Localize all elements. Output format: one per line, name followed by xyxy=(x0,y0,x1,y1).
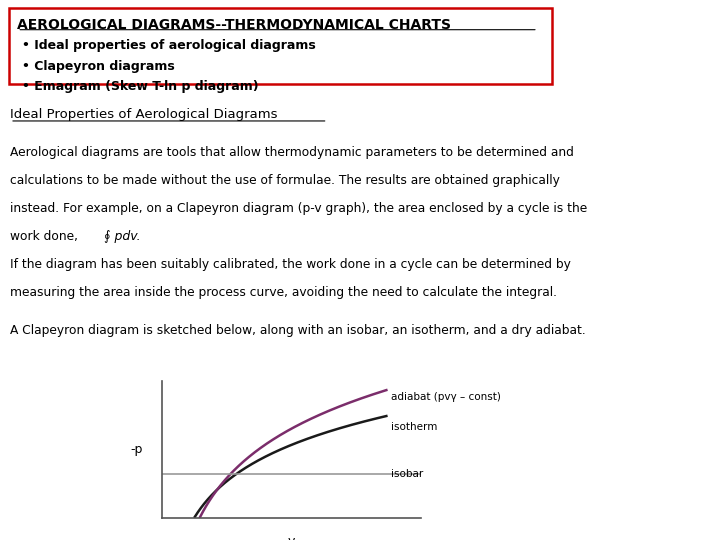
Text: • Ideal properties of aerological diagrams: • Ideal properties of aerological diagra… xyxy=(22,39,315,52)
Text: Ideal Properties of Aerological Diagrams: Ideal Properties of Aerological Diagrams xyxy=(10,108,278,121)
Text: -p: -p xyxy=(130,443,143,456)
Text: If the diagram has been suitably calibrated, the work done in a cycle can be det: If the diagram has been suitably calibra… xyxy=(10,258,571,271)
Text: • Emagram (Skew T-ln p diagram): • Emagram (Skew T-ln p diagram) xyxy=(22,80,258,93)
Bar xyxy=(9,8,552,84)
Text: isobar: isobar xyxy=(391,469,423,479)
Text: • Clapeyron diagrams: • Clapeyron diagrams xyxy=(22,60,174,73)
Text: isotherm: isotherm xyxy=(391,422,437,431)
Text: A Clapeyron diagram is sketched below, along with an isobar, an isotherm, and a : A Clapeyron diagram is sketched below, a… xyxy=(10,324,586,337)
Text: instead. For example, on a Clapeyron diagram (p-v graph), the area enclosed by a: instead. For example, on a Clapeyron dia… xyxy=(10,202,588,215)
Text: calculations to be made without the use of formulae. The results are obtained gr: calculations to be made without the use … xyxy=(10,174,560,187)
Text: AEROLOGICAL DIAGRAMS--THERMODYNAMICAL CHARTS: AEROLOGICAL DIAGRAMS--THERMODYNAMICAL CH… xyxy=(17,18,451,32)
Text: v: v xyxy=(288,535,295,540)
Text: work done,: work done, xyxy=(10,230,78,243)
Text: ∮ pdv.: ∮ pdv. xyxy=(104,230,141,243)
Text: adiabat (pvγ – const): adiabat (pvγ – const) xyxy=(391,392,500,402)
Text: measuring the area inside the process curve, avoiding the need to calculate the : measuring the area inside the process cu… xyxy=(10,286,557,299)
Text: Aerological diagrams are tools that allow thermodynamic parameters to be determi: Aerological diagrams are tools that allo… xyxy=(10,146,574,159)
